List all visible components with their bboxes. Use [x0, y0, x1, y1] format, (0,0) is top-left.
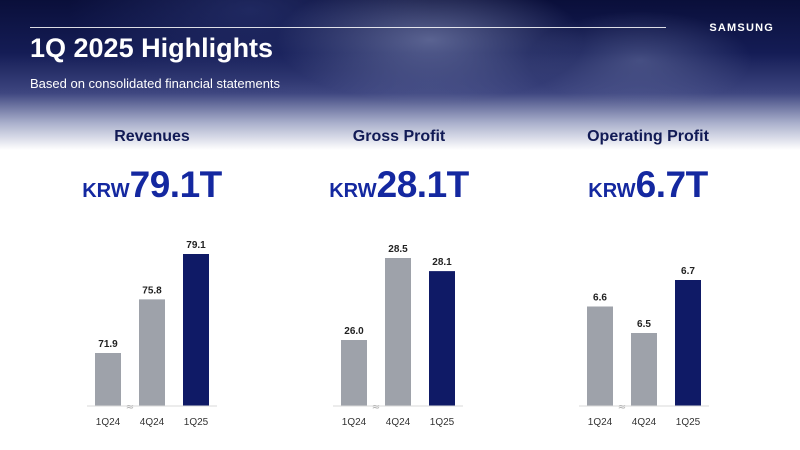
data-label: 28.1 [432, 257, 452, 268]
data-label: 6.6 [593, 293, 607, 304]
bar [587, 306, 613, 406]
panel-title: Operating Profit [587, 128, 709, 145]
data-label: 6.5 [637, 319, 651, 330]
data-label: 75.8 [142, 285, 162, 296]
headline-figure: KRW6.7T [548, 164, 748, 206]
tick-label: 1Q25 [430, 417, 455, 428]
headline-currency: KRW [329, 180, 377, 202]
bar [631, 333, 657, 406]
headline-value: 6.7T [635, 164, 709, 205]
headline-currency: KRW [82, 180, 130, 202]
headline-value: 28.1T [376, 164, 470, 205]
bar [341, 340, 367, 406]
bar [183, 254, 209, 406]
tick-label: 4Q24 [386, 417, 411, 428]
data-label: 6.7 [681, 266, 695, 277]
tick-label: 1Q24 [342, 417, 367, 428]
tick-label: 1Q25 [184, 417, 209, 428]
data-label: 28.5 [388, 244, 408, 255]
headline-value: 79.1T [129, 164, 223, 205]
page-subtitle: Based on consolidated financial statemen… [30, 76, 281, 91]
tick-label: 1Q25 [676, 417, 701, 428]
page-title: 1Q 2025 Highlights [30, 33, 274, 63]
axis-break-icon: ≈ [126, 402, 134, 413]
tick-label: 4Q24 [140, 417, 165, 428]
axis-break-icon: ≈ [372, 402, 380, 413]
panel-title: Gross Profit [352, 128, 446, 145]
headline-currency: KRW [588, 180, 636, 202]
bar [95, 353, 121, 406]
bar [675, 280, 701, 406]
data-label: 26.0 [344, 326, 364, 337]
panel-title: Revenues [114, 128, 190, 145]
header-divider [30, 27, 666, 28]
bar [385, 258, 411, 406]
data-label: 79.1 [186, 240, 206, 251]
headline-figure: KRW79.1T [52, 164, 252, 206]
headline-figure: KRW28.1T [299, 164, 499, 206]
bar [139, 299, 165, 406]
tick-label: 1Q24 [96, 417, 121, 428]
hero-banner [0, 0, 800, 150]
axis-break-icon: ≈ [618, 402, 626, 413]
bar [429, 271, 455, 406]
samsung-logo: SAMSUNG [709, 22, 774, 34]
tick-label: 4Q24 [632, 417, 657, 428]
data-label: 71.9 [98, 339, 118, 350]
tick-label: 1Q24 [588, 417, 613, 428]
